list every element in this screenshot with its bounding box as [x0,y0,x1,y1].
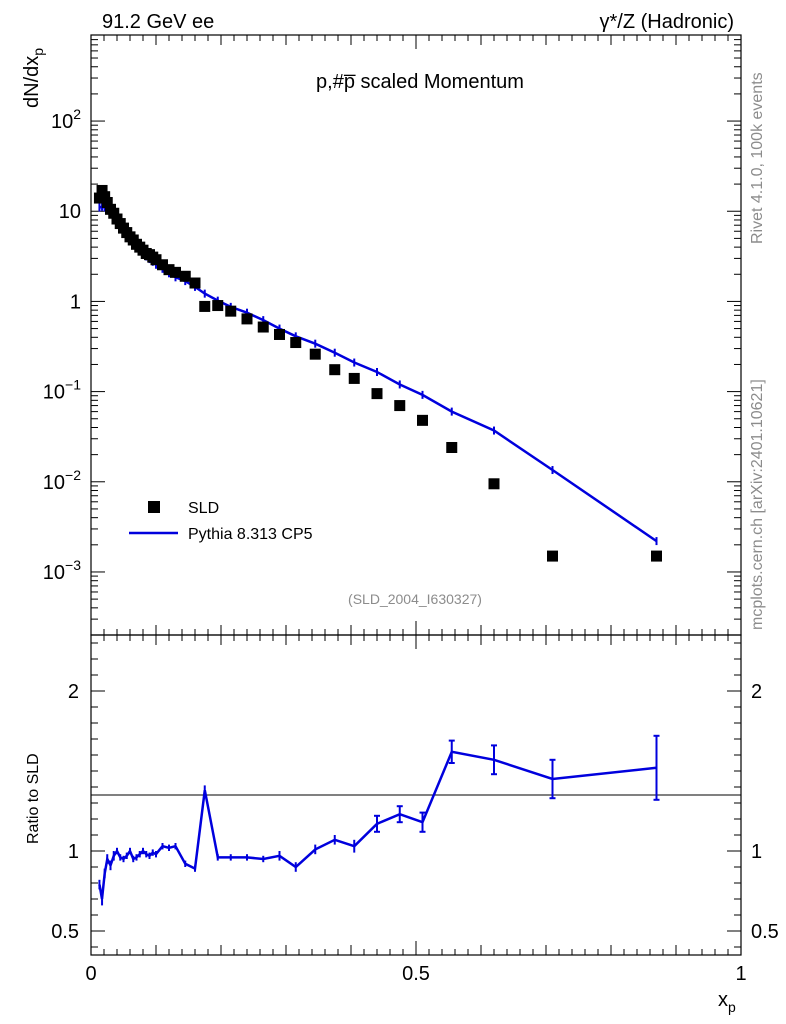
legend-mc-label: Pythia 8.313 CP5 [188,526,313,543]
main-frame [90,34,742,636]
sld-point [309,348,321,360]
sld-point [212,300,224,312]
y-tick-label-exponent: −2 [65,467,81,483]
sld-point [189,277,201,289]
main-panel: p,#p̅ scaled Momentum (SLD_2004_I630327)… [21,34,742,636]
sld-point [108,207,120,219]
y-tick-label-base: 10 [51,111,73,133]
y-tick-label: 1 [70,291,81,313]
ratio-y-axis-label: Ratio to SLD [25,753,42,844]
y-tick-label-base: 10 [43,472,65,494]
sld-point [241,313,253,325]
header-process: γ*/Z (Hadronic) [600,11,734,33]
y-axis-label: dN/dxp [21,48,46,108]
sld-point [274,328,285,340]
sld-point [170,266,181,278]
ratio-y-tick-label-right: 0.5 [751,921,779,943]
ratio-y-tick-label: 1 [68,841,79,863]
ratio-y-tick-label: 2 [68,681,79,703]
sld-point [547,550,558,562]
sld-point [199,300,211,312]
sld-point [394,400,406,412]
x-axis-label-sub: p [728,999,736,1015]
ratio-marks [98,734,660,906]
y-axis-label-sub: p [30,48,46,56]
ratio-y-tick-label-right: 2 [751,681,762,703]
x-axis-label-main: x [718,989,728,1011]
analysis-watermark: (SLD_2004_I630327) [348,591,482,607]
sld-point [651,550,662,562]
sld-point [96,184,108,196]
sld-point [329,364,341,376]
sld-point [371,388,383,400]
source-label: mcplots.cern.ch [arXiv:2401.10621] [749,379,766,630]
y-tick-label-base: 10 [43,382,65,404]
sld-point [257,321,269,333]
sld-point [157,259,168,271]
sld-point [290,337,302,349]
ratio-panel: 0.5 0.5 1 1 2 2 Ratio to SLD [25,634,779,956]
y-tick-label: 10−3 [43,557,81,584]
y-tick-label-exponent: −3 [65,557,81,573]
ratio-y-tick-label-right: 1 [751,841,762,863]
y-tick-label-exponent: −1 [65,377,81,393]
legend-data-marker [148,501,160,513]
y-tick-label-base: 10 [43,562,65,584]
x-tick-label: 1 [735,963,746,985]
y-tick-label: 10−2 [43,467,81,494]
y-tick-label-exponent: 2 [73,106,81,122]
main-marks [93,184,662,562]
rivet-label: Rivet 4.1.0, 100k events [749,72,766,244]
ratio-y-tick-label: 0.5 [51,921,79,943]
y-tick-label: 10 [59,201,81,223]
sld-point [488,478,500,490]
y-tick-label: 102 [51,106,81,133]
y-tick-label: 10−1 [43,377,81,404]
x-tick-labels: 0 0.5 1 [85,963,746,985]
sld-point [446,441,458,453]
ratio-y-tick-labels: 0.5 0.5 1 1 2 2 [51,681,779,943]
legend-data-label: SLD [188,500,219,517]
header-energy: 91.2 GeV ee [102,11,214,33]
x-axis-label: xp [718,989,736,1015]
sld-point [417,414,428,426]
sld-point [179,270,191,282]
sld-point [101,196,113,208]
chart-title: p,#p̅ scaled Momentum [316,71,524,93]
x-tick-label: 0 [85,963,96,985]
sld-point [348,372,360,384]
main-ticks [90,34,742,636]
sld-point [225,305,237,317]
sld-point [99,191,111,203]
legend: SLD Pythia 8.313 CP5 [129,500,313,543]
sld-point [150,254,162,266]
y-axis-label-main: dN/dx [21,56,43,108]
sld-point [163,264,175,276]
x-tick-label: 0.5 [402,963,430,985]
ratio-frame [90,634,742,956]
